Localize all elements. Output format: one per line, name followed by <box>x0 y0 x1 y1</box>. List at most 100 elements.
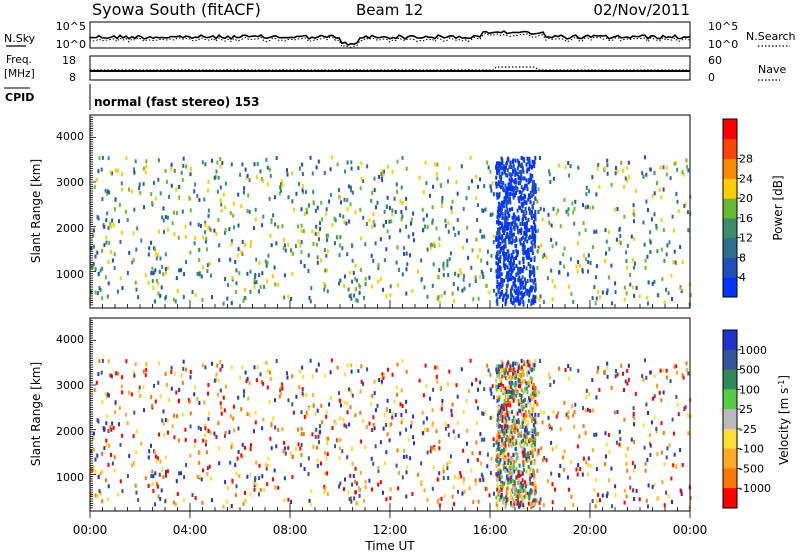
velocity-point <box>495 447 498 452</box>
power-point <box>555 241 558 246</box>
velocity-point <box>662 368 665 373</box>
velocity-point <box>360 379 363 384</box>
velocity-point <box>479 432 482 437</box>
velocity-point <box>191 493 194 497</box>
velocity-point <box>338 456 341 461</box>
velocity-point <box>411 492 414 496</box>
power-point <box>661 277 664 282</box>
velocity-point <box>519 502 522 507</box>
power-point <box>513 276 516 281</box>
velocity-point <box>520 377 523 382</box>
power-point <box>305 210 308 215</box>
velocity-point <box>645 375 648 380</box>
velocity-point <box>350 446 353 451</box>
power-point <box>328 199 331 204</box>
power-point <box>294 244 297 249</box>
velocity-point <box>577 368 580 373</box>
velocity-point <box>481 411 484 416</box>
velocity-point <box>509 394 512 399</box>
velocity-point <box>291 454 294 459</box>
velocity-point <box>496 412 499 417</box>
power-point <box>168 194 170 199</box>
velocity-point <box>526 494 529 499</box>
velocity-point <box>113 455 116 460</box>
velocity-point <box>121 489 124 494</box>
velocity-point <box>509 384 512 389</box>
velocity-point <box>441 402 444 407</box>
power-point <box>524 285 527 290</box>
power-point <box>158 229 160 234</box>
power-point <box>504 212 507 217</box>
velocity-point <box>524 386 527 391</box>
velocity-point <box>438 439 441 444</box>
velocity-point <box>211 361 213 366</box>
power-point <box>498 257 501 262</box>
velocity-point <box>432 465 435 470</box>
velocity-point <box>520 388 523 393</box>
velocity-point <box>514 380 517 385</box>
freq-label-line1: Freq. <box>6 54 32 66</box>
velocity-point <box>348 387 351 392</box>
velocity-point <box>512 371 514 376</box>
velocity-point <box>632 406 635 411</box>
power-point <box>669 176 672 181</box>
velocity-point <box>196 474 199 479</box>
velocity-point <box>382 426 385 431</box>
power-point <box>531 174 534 178</box>
velocity-point <box>399 402 402 407</box>
power-point <box>651 281 654 286</box>
velocity-point <box>154 471 157 476</box>
velocity-point <box>274 485 277 490</box>
velocity-point <box>513 430 516 434</box>
power-point <box>156 253 159 258</box>
power-point <box>530 257 533 262</box>
velocity-point <box>518 373 521 378</box>
velocity-point <box>350 391 352 396</box>
power-point <box>519 266 522 271</box>
power-point <box>439 182 442 187</box>
power-point <box>467 255 470 260</box>
power-point <box>395 182 398 187</box>
power-point <box>518 176 521 180</box>
power-point <box>582 221 585 226</box>
power-point <box>366 164 369 169</box>
power-point <box>503 231 506 235</box>
velocity-point <box>520 393 523 398</box>
velocity-point <box>135 490 138 495</box>
power-point <box>385 247 388 252</box>
power-point <box>653 191 656 196</box>
velocity-point <box>164 372 167 376</box>
power-point <box>409 253 412 258</box>
power-point <box>222 301 225 306</box>
velocity-point <box>385 408 388 413</box>
power-point <box>511 207 514 212</box>
power-point <box>642 174 645 179</box>
power-point <box>126 218 129 223</box>
power-point <box>218 258 221 263</box>
velocity-point <box>312 393 315 397</box>
power-point <box>527 217 530 222</box>
velocity-point <box>116 371 119 376</box>
velocity-point <box>503 391 506 396</box>
velocity-point <box>145 367 148 372</box>
power-point <box>323 281 326 286</box>
power-point <box>349 270 352 275</box>
power-point <box>474 275 477 280</box>
power-point <box>275 156 278 160</box>
velocity-point <box>495 395 498 400</box>
velocity-point <box>346 410 349 415</box>
power-point <box>532 299 535 303</box>
noise-panel-frame <box>89 21 691 49</box>
power-point <box>155 256 158 261</box>
power-point <box>132 231 135 236</box>
power-point <box>519 178 522 183</box>
velocity-point <box>533 385 536 390</box>
power-point <box>436 176 439 181</box>
power-point <box>135 247 138 252</box>
velocity-point <box>160 488 163 493</box>
power-point <box>115 168 118 173</box>
velocity-point <box>389 496 392 501</box>
power-point <box>359 267 362 272</box>
power-point <box>633 219 635 224</box>
power-point <box>292 207 295 212</box>
